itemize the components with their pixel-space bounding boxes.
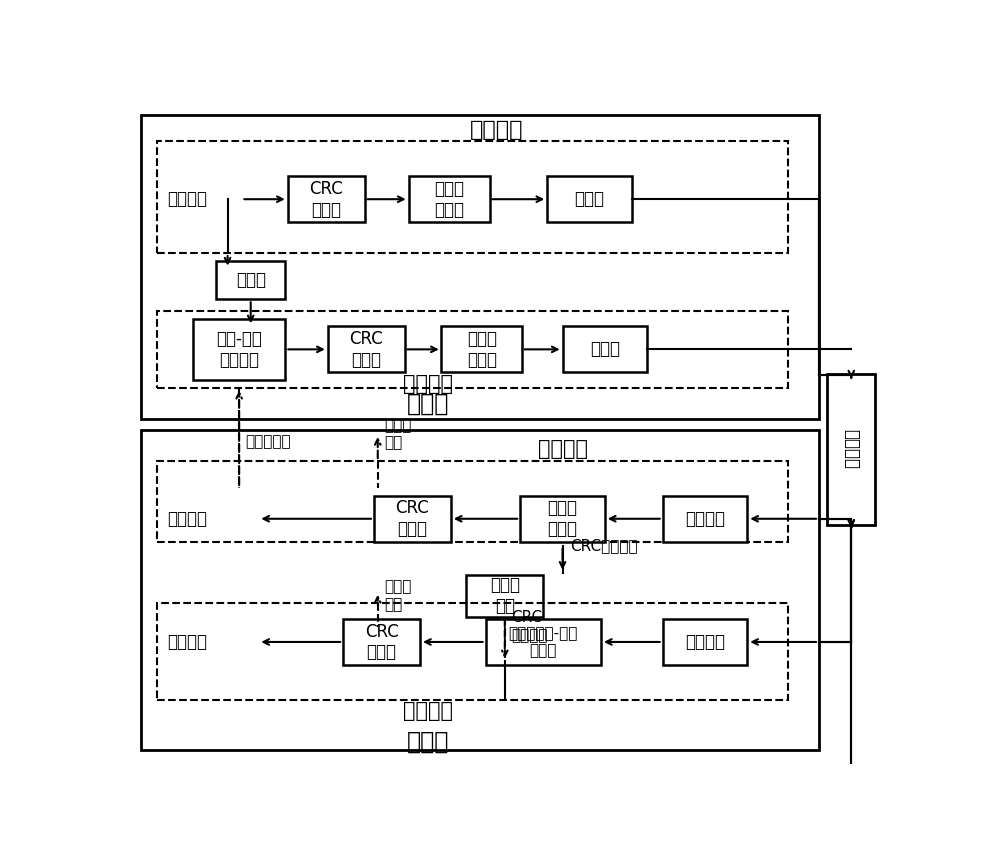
- Text: CRC
校验正确: CRC 校验正确: [511, 610, 547, 643]
- Text: 原始信息: 原始信息: [168, 633, 208, 651]
- Text: CRC
校验器: CRC 校验器: [396, 499, 429, 538]
- Text: 基站端: 基站端: [407, 391, 449, 415]
- Text: 存储器: 存储器: [236, 271, 266, 289]
- Bar: [141, 114, 819, 419]
- Text: 接收端
反馈: 接收端 反馈: [384, 418, 411, 450]
- Text: CRC
编码器: CRC 编码器: [349, 330, 383, 369]
- Text: 软解调器: 软解调器: [685, 633, 725, 651]
- Bar: [563, 326, 647, 372]
- Text: CRC校验正确: CRC校验正确: [570, 538, 638, 553]
- Bar: [466, 575, 543, 617]
- Text: 信道传输: 信道传输: [842, 430, 860, 469]
- Bar: [328, 326, 405, 372]
- Text: 卷积码
编码器: 卷积码 编码器: [434, 180, 464, 219]
- Bar: [193, 318, 285, 380]
- Text: CRC
编码器: CRC 编码器: [309, 180, 343, 219]
- Text: 卷积码
编码器: 卷积码 编码器: [467, 330, 497, 369]
- Text: 数据包
缓存: 数据包 缓存: [490, 577, 520, 615]
- Text: 广播阶段: 广播阶段: [470, 120, 524, 140]
- Bar: [157, 603, 788, 700]
- Text: 重传阶段: 重传阶段: [403, 701, 453, 722]
- Bar: [409, 176, 490, 222]
- Text: 原始信息: 原始信息: [168, 190, 208, 208]
- Bar: [216, 261, 285, 299]
- Text: 原始信息: 原始信息: [168, 510, 208, 528]
- Text: 联合卷积码-网络
译码器: 联合卷积码-网络 译码器: [509, 625, 578, 658]
- Text: 调制器: 调制器: [590, 341, 620, 359]
- Bar: [288, 176, 365, 222]
- Text: 接收端
反馈: 接收端 反馈: [384, 579, 411, 612]
- Bar: [141, 430, 819, 750]
- Bar: [157, 142, 788, 253]
- Bar: [441, 326, 522, 372]
- Text: 广播阶段: 广播阶段: [538, 439, 588, 460]
- Bar: [663, 496, 747, 542]
- Bar: [157, 461, 788, 542]
- Bar: [374, 496, 451, 542]
- Bar: [486, 619, 601, 665]
- Text: CRC
校验器: CRC 校验器: [365, 623, 398, 662]
- Text: 调制器: 调制器: [574, 190, 604, 208]
- Text: 最大-最小
网络编码: 最大-最小 网络编码: [216, 330, 262, 369]
- Bar: [827, 374, 875, 524]
- Bar: [157, 311, 788, 388]
- Bar: [520, 496, 605, 542]
- Text: 接收端反馈: 接收端反馈: [245, 434, 291, 450]
- Bar: [547, 176, 632, 222]
- Bar: [663, 619, 747, 665]
- Text: 软解调器: 软解调器: [685, 510, 725, 528]
- Text: 重传阶段: 重传阶段: [403, 374, 453, 394]
- Text: 接收端: 接收端: [407, 730, 449, 754]
- Text: 卷积码
译码器: 卷积码 译码器: [548, 499, 578, 538]
- Bar: [343, 619, 420, 665]
